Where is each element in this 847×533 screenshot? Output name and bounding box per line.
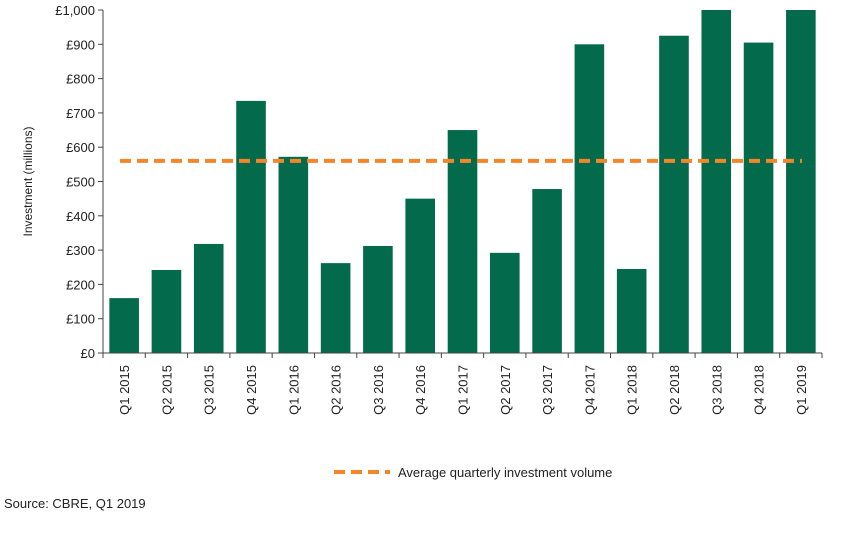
x-tick-label: Q1 2019 — [794, 365, 809, 415]
x-tick-label: Q4 2018 — [752, 365, 767, 415]
y-tick-label: £800 — [66, 72, 95, 87]
y-tick-label: £900 — [66, 37, 95, 52]
x-tick-label: Q3 2016 — [371, 365, 386, 415]
x-tick-label: Q1 2017 — [456, 365, 471, 415]
y-axis-ticks: £0 £100 £200 £300 £400 £500 £600 £700 £800 £900 £1… — [55, 3, 103, 361]
x-tick-label: Q1 2018 — [625, 365, 640, 415]
bar — [701, 10, 732, 353]
x-tick-label: Q3 2017 — [540, 365, 555, 415]
bar — [447, 130, 478, 353]
y-tick-label: £200 — [66, 277, 95, 292]
x-tick-label: Q3 2018 — [709, 365, 724, 415]
y-tick-label: £700 — [66, 106, 95, 121]
bar — [405, 198, 436, 353]
y-tick-label: £0 — [81, 346, 95, 361]
legend-label-average: Average quarterly investment volume — [398, 465, 612, 480]
bar — [786, 10, 816, 353]
bar — [489, 252, 520, 353]
bar — [743, 42, 774, 354]
bars-group — [109, 10, 816, 354]
bar — [278, 156, 309, 353]
y-tick-label: £300 — [66, 243, 95, 258]
y-tick-label: £500 — [66, 175, 95, 190]
bar — [363, 245, 393, 353]
y-tick-label: £400 — [66, 209, 95, 224]
bar — [320, 263, 351, 353]
bar — [236, 100, 266, 354]
y-tick-label: £600 — [66, 140, 95, 155]
x-tick-label: Q2 2017 — [498, 365, 513, 415]
x-axis-ticks: Q1 2015 Q2 2015 Q3 2015 Q4 2015 Q1 2016 Q2 20… — [102, 353, 823, 415]
y-tick-label: £1,000 — [55, 3, 95, 18]
y-axis-title: Investment (millions) — [21, 126, 35, 236]
y-tick-label: £100 — [66, 312, 95, 327]
x-tick-label: Q2 2018 — [667, 365, 682, 415]
bar — [616, 268, 647, 353]
x-tick-label: Q1 2016 — [286, 365, 301, 415]
x-tick-label: Q4 2015 — [244, 365, 259, 415]
bar — [109, 298, 139, 353]
x-tick-label: Q2 2015 — [159, 365, 174, 415]
x-tick-label: Q4 2016 — [413, 365, 428, 415]
source-note: Source: CBRE, Q1 2019 — [4, 496, 146, 511]
bar — [659, 35, 689, 353]
bar — [532, 189, 562, 353]
x-tick-label: Q1 2015 — [117, 365, 132, 415]
bar — [193, 243, 224, 353]
bar — [151, 269, 182, 353]
x-tick-label: Q3 2015 — [202, 365, 217, 415]
x-tick-label: Q4 2017 — [582, 365, 597, 415]
bar — [574, 44, 605, 354]
x-tick-label: Q2 2016 — [329, 365, 344, 415]
